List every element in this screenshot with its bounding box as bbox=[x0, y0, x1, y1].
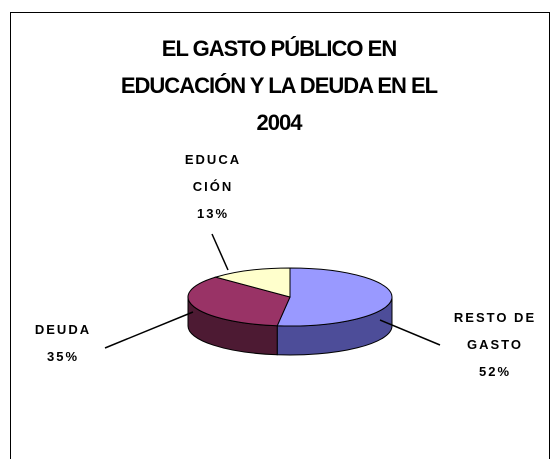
chart-title: 2004 bbox=[257, 110, 304, 135]
pie-slice bbox=[187, 276, 291, 327]
pie-slice bbox=[213, 267, 291, 298]
leader-line bbox=[379, 319, 441, 346]
leader-line bbox=[104, 311, 194, 349]
pie-slice bbox=[276, 267, 393, 327]
slice-value-label: 13% bbox=[196, 206, 230, 221]
slice-value-label: 35% bbox=[46, 349, 80, 364]
chart-title: EDUCACIÓN Y LA DEUDA EN EL bbox=[121, 73, 438, 98]
slice-label: DEUDA bbox=[34, 322, 92, 337]
chart-border bbox=[10, 12, 550, 459]
slice-value-label: 52% bbox=[478, 364, 512, 379]
slice-label: EDUCA CIÓN bbox=[184, 152, 242, 194]
chart-title: EL GASTO PÚBLICO EN bbox=[162, 36, 397, 61]
slice-label: RESTO DE GASTO bbox=[453, 310, 537, 352]
leader-line bbox=[211, 233, 229, 271]
